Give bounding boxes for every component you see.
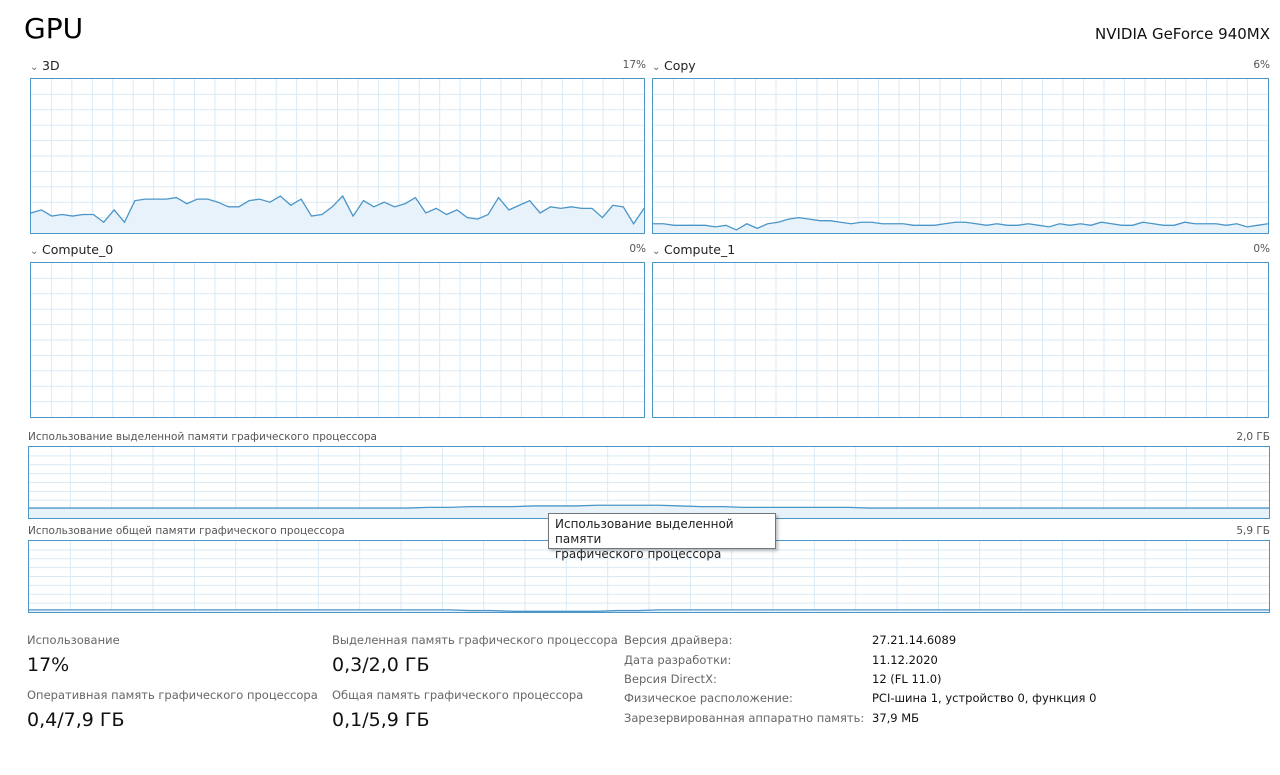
dedicated-stat-value: 0,3/2,0 ГБ	[332, 654, 430, 676]
engine-selector-compute-0[interactable]: ⌄ Compute_0	[30, 242, 113, 257]
property-label: Физическое расположение:	[624, 691, 793, 705]
graph-canvas	[31, 263, 644, 417]
engine-percent: 0%	[1253, 243, 1270, 255]
graph-canvas	[29, 541, 1269, 612]
usage-value: 17%	[27, 654, 70, 676]
dedicated-memory-max: 2,0 ГБ	[1236, 431, 1270, 443]
dedicated-stat-label: Выделенная память графического процессор…	[332, 633, 618, 647]
usage-line	[29, 609, 1269, 612]
gpu-memory-value: 0,4/7,9 ГБ	[27, 709, 125, 731]
usage-area	[653, 217, 1268, 233]
engine-selector-3d[interactable]: ⌄ 3D	[30, 58, 60, 73]
chevron-down-icon: ⌄	[652, 246, 661, 257]
property-value: 12 (FL 11.0)	[872, 672, 942, 686]
shared-stat-label: Общая память графического процессора	[332, 688, 584, 702]
engine-percent: 0%	[629, 243, 646, 255]
dedicated-memory-graph	[28, 446, 1270, 519]
dedicated-memory-label: Использование выделенной памяти графичес…	[28, 431, 377, 443]
shared-stat-value: 0,1/5,9 ГБ	[332, 709, 430, 731]
adapter-name: NVIDIA GeForce 940MX	[1095, 25, 1270, 43]
tooltip-line: Использование выделенной памяти	[555, 517, 734, 546]
property-value: 11.12.2020	[872, 653, 938, 667]
engine-label: Compute_0	[42, 242, 114, 257]
engine-label: Compute_1	[664, 242, 736, 257]
usage-line	[31, 194, 644, 225]
engine-selector-copy[interactable]: ⌄ Copy	[652, 58, 696, 73]
property-value: 27.21.14.6089	[872, 633, 957, 647]
engine-percent: 17%	[622, 59, 646, 71]
shared-memory-max: 5,9 ГБ	[1236, 525, 1270, 537]
shared-memory-graph	[28, 540, 1270, 613]
engine-graph-3d	[30, 78, 645, 234]
usage-line	[653, 216, 1268, 231]
chevron-down-icon: ⌄	[30, 246, 39, 257]
graph-canvas	[29, 447, 1269, 518]
property-label: Версия DirectX:	[624, 672, 717, 686]
tooltip: Использование выделенной памяти графичес…	[548, 513, 776, 561]
graph-canvas	[31, 79, 644, 233]
property-value: 37,9 МБ	[872, 711, 920, 725]
property-label: Дата разработки:	[624, 653, 732, 667]
usage-line	[29, 504, 1269, 509]
gpu-memory-label: Оперативная память графического процессо…	[27, 688, 318, 702]
property-label: Версия драйвера:	[624, 633, 733, 647]
chevron-down-icon: ⌄	[652, 62, 661, 73]
usage-label: Использование	[27, 633, 120, 647]
engine-graph-compute-0	[30, 262, 645, 418]
engine-percent: 6%	[1253, 59, 1270, 71]
page-title: GPU	[24, 12, 84, 45]
engine-graph-compute-1	[652, 262, 1269, 418]
usage-area	[31, 196, 644, 233]
property-value: PCI-шина 1, устройство 0, функция 0	[872, 691, 1097, 705]
property-label: Зарезервированная аппаратно память:	[624, 711, 865, 725]
engine-selector-compute-1[interactable]: ⌄ Compute_1	[652, 242, 735, 257]
engine-graph-copy	[652, 78, 1269, 234]
engine-label: Copy	[664, 58, 696, 73]
shared-memory-label: Использование общей памяти графического …	[28, 525, 345, 537]
tooltip-line: графического процессора	[555, 547, 722, 561]
chevron-down-icon: ⌄	[30, 62, 39, 73]
engine-label: 3D	[42, 58, 60, 73]
graph-canvas	[653, 79, 1268, 233]
graph-canvas	[653, 263, 1268, 417]
